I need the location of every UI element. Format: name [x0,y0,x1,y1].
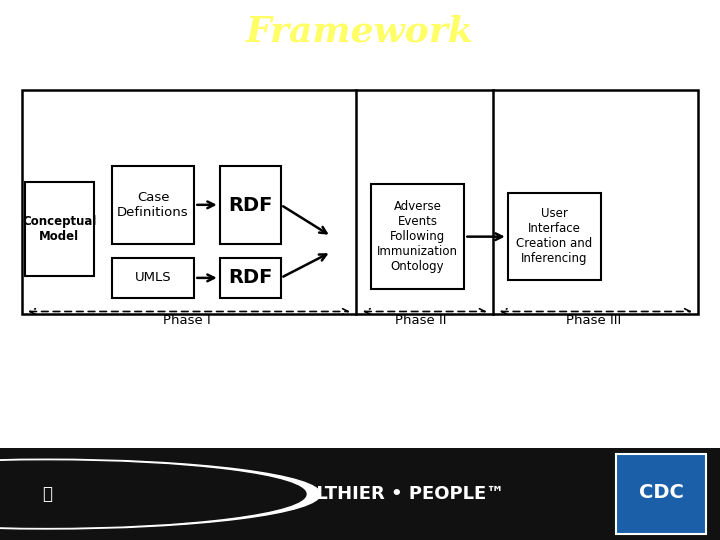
FancyBboxPatch shape [616,454,706,535]
FancyBboxPatch shape [112,166,194,244]
Text: Phase I: Phase I [163,314,211,327]
FancyBboxPatch shape [112,258,194,298]
Text: Conceptual
Model: Conceptual Model [22,214,96,242]
FancyBboxPatch shape [371,184,464,289]
Text: Framework: Framework [246,15,474,49]
Text: RDF: RDF [228,268,272,287]
Text: UMLS: UMLS [135,272,171,285]
FancyBboxPatch shape [25,181,94,275]
Text: Adverse
Events
Following
Immunization
Ontology: Adverse Events Following Immunization On… [377,200,458,273]
Text: RDF: RDF [228,195,272,214]
FancyBboxPatch shape [22,90,698,314]
FancyBboxPatch shape [220,258,281,298]
Text: SAFER • HEALTHIER • PEOPLE™: SAFER • HEALTHIER • PEOPLE™ [186,485,505,503]
FancyBboxPatch shape [220,166,281,244]
Text: Case
Definitions: Case Definitions [117,191,189,219]
Circle shape [0,461,306,527]
Text: Phase III: Phase III [567,314,621,327]
FancyBboxPatch shape [508,193,601,280]
Text: 🦅: 🦅 [42,485,52,503]
Text: CDC: CDC [639,483,683,502]
Circle shape [0,459,320,529]
Text: Phase II: Phase II [395,314,447,327]
Text: User
Interface
Creation and
Inferencing: User Interface Creation and Inferencing [516,207,593,266]
